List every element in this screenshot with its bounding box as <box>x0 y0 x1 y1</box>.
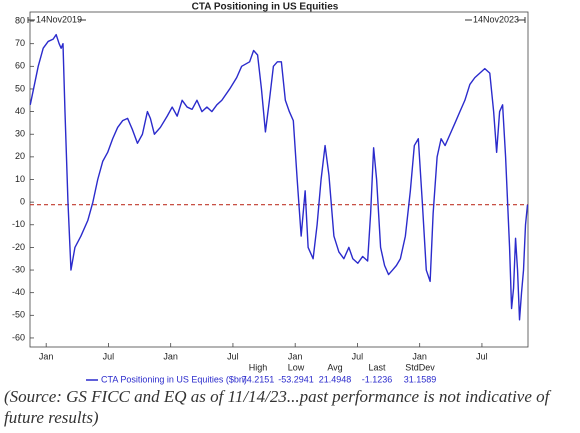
start-label: 14Nov2019 <box>36 14 82 24</box>
y-tick-label: 70 <box>15 38 25 48</box>
stat-label: Last <box>368 362 386 372</box>
y-tick-label: 80 <box>15 15 25 25</box>
x-tick-label: Jan <box>163 351 178 361</box>
caption: (Source: GS FICC and EQ as of 11/14/23..… <box>4 387 550 427</box>
y-tick-label: -30 <box>12 264 25 274</box>
end-label: 14Nov2023 <box>473 14 519 24</box>
x-tick-label: Jan <box>288 351 303 361</box>
x-tick-label: Jul <box>227 351 239 361</box>
y-tick-label: 0 <box>20 197 25 207</box>
stat-value: 31.1589 <box>404 374 437 384</box>
chart-title: CTA Positioning in US Equities <box>192 2 339 13</box>
stat-value: 74.2151 <box>242 374 275 384</box>
stat-label: StdDev <box>405 362 435 372</box>
x-tick-label: Jul <box>352 351 364 361</box>
stat-label: Avg <box>327 362 342 372</box>
x-tick-label: Jan <box>412 351 427 361</box>
y-tick-label: 10 <box>15 174 25 184</box>
y-tick-label: 60 <box>15 61 25 71</box>
y-tick-label: 30 <box>15 129 25 139</box>
y-tick-label: 50 <box>15 83 25 93</box>
series-line <box>29 33 529 321</box>
y-tick-label: -10 <box>12 219 25 229</box>
y-tick-label: -40 <box>12 287 25 297</box>
chart: CTA Positioning in US Equities 14Nov2019… <box>12 2 529 384</box>
y-tick-label: -50 <box>12 310 25 320</box>
stat-label: Low <box>288 362 305 372</box>
y-tick-label: -20 <box>12 242 25 252</box>
y-tick-label: 20 <box>15 151 25 161</box>
x-tick-label: Jul <box>476 351 488 361</box>
stat-value: 21.4948 <box>319 374 352 384</box>
x-tick-label: Jul <box>103 351 115 361</box>
legend-label: CTA Positioning in US Equities ($bn) <box>101 374 247 384</box>
stat-value: -53.2941 <box>278 374 314 384</box>
stat-value: -1.1236 <box>362 374 393 384</box>
stat-label: High <box>249 362 268 372</box>
y-tick-label: -60 <box>12 332 25 342</box>
y-tick-label: 40 <box>15 106 25 116</box>
x-tick-label: Jan <box>39 351 54 361</box>
